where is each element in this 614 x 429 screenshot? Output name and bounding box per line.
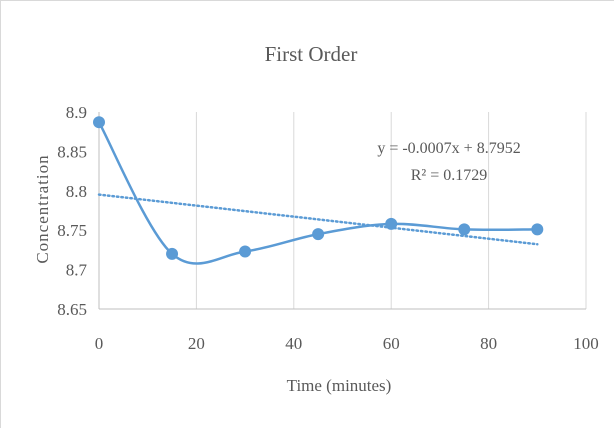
x-tick-label: 0 bbox=[95, 334, 104, 353]
data-point bbox=[312, 228, 325, 241]
y-tick-label: 8.65 bbox=[57, 300, 87, 319]
data-point bbox=[93, 116, 105, 129]
chart-title: First Order bbox=[265, 42, 358, 66]
y-tick-label: 8.85 bbox=[57, 142, 87, 161]
y-tick-label: 8.7 bbox=[66, 261, 88, 280]
y-tick-label: 8.8 bbox=[66, 182, 87, 201]
x-tick-label: 40 bbox=[285, 334, 302, 353]
trendline-r-squared: R² = 0.1729 bbox=[411, 167, 488, 184]
trendline-equation: y = -0.0007x + 8.7952 bbox=[377, 140, 520, 157]
x-tick-label: 60 bbox=[383, 334, 400, 353]
y-tick-label: 8.9 bbox=[66, 103, 87, 122]
data-point bbox=[458, 223, 471, 236]
x-tick-label: 100 bbox=[573, 334, 599, 353]
trendline bbox=[97, 193, 539, 246]
x-axis-label: Time (minutes) bbox=[287, 376, 392, 395]
data-point bbox=[385, 217, 398, 230]
y-tick-label: 8.75 bbox=[57, 221, 87, 240]
data-point bbox=[166, 247, 179, 260]
x-tick-label: 20 bbox=[188, 334, 205, 353]
y-axis-label: Concentration bbox=[33, 154, 52, 263]
data-point bbox=[239, 245, 252, 258]
data-point bbox=[531, 223, 544, 236]
x-tick-label: 80 bbox=[480, 334, 497, 353]
